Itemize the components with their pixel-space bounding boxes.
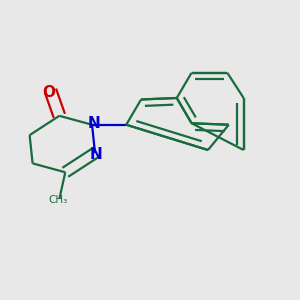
Text: O: O (42, 85, 56, 100)
Text: N: N (87, 116, 100, 131)
Text: N: N (90, 147, 103, 162)
Text: CH₃: CH₃ (48, 195, 68, 205)
